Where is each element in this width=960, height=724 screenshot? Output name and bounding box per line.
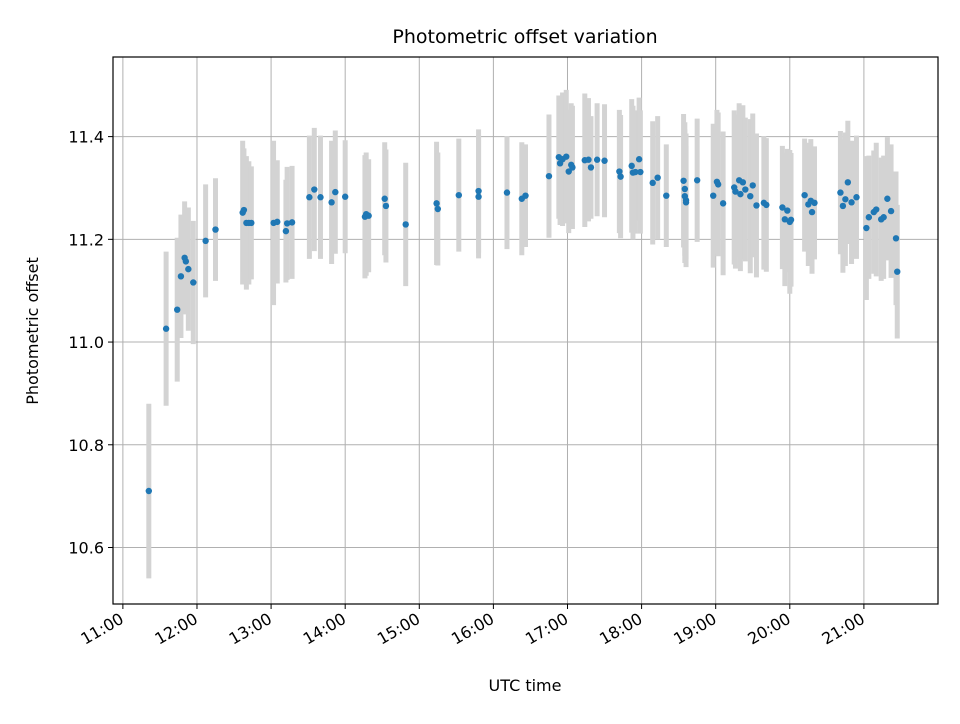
data-point [714,181,722,188]
data-point [545,172,553,180]
data-point [569,164,576,171]
data-point [654,174,661,181]
data-point [402,221,409,228]
data-point [710,192,717,199]
data-point [282,227,290,235]
data-point [341,193,349,200]
data-point [202,237,209,245]
data-point [779,204,786,211]
data-point [749,182,756,189]
data-point [719,200,727,207]
data-point [781,216,789,223]
data-point [563,153,570,160]
data-point [787,216,795,224]
data-point [680,177,687,184]
y-tick-label: 11.4 [68,128,104,147]
data-point [522,192,529,199]
data-point [801,191,808,199]
data-point [174,306,181,313]
data-point [753,202,760,209]
x-axis-label: UTC time [489,676,562,695]
data-point [811,199,818,207]
y-axis-ticks: 10.6 10.8 11.0 11.2 11.4 [68,128,113,558]
data-point [737,190,744,198]
chart-title: Photometric offset variation [392,26,657,48]
data-point [742,186,749,193]
data-point [808,208,816,216]
data-point [434,205,442,213]
data-point [853,194,860,201]
data-point [637,168,644,176]
data-point [365,212,372,219]
data-point [182,258,190,265]
plot-frame [112,56,939,605]
data-point [739,179,747,186]
y-tick-label: 10.6 [68,539,104,558]
data-point [283,220,291,227]
data-point [328,199,335,206]
data-point [585,156,592,163]
data-point [839,202,847,210]
data-point [162,325,170,332]
data-point [628,162,635,170]
data-point [306,194,313,201]
data-point [880,214,887,221]
data-point [663,192,670,199]
data-point [844,179,852,186]
data-point [681,185,689,193]
data-point [177,273,185,280]
data-point [873,206,880,213]
data-point [185,265,192,273]
data-point [616,168,623,175]
data-point [433,200,440,207]
data-point [593,156,601,163]
data-point [635,156,643,163]
data-point [892,235,900,242]
data-point [763,201,770,209]
data-point [617,173,624,180]
y-tick-label: 11.2 [68,230,104,249]
data-point [842,196,849,203]
y-tick-label: 10.8 [68,436,104,455]
y-axis-label: Photometric offset [23,257,42,405]
data-point [382,202,390,210]
data-point [732,188,739,195]
data-point [848,199,855,206]
data-point [248,219,255,227]
data-point [332,188,339,196]
data-point [837,189,844,196]
data-point [145,487,153,495]
data-point [632,168,639,176]
data-point [894,268,901,275]
data-point [317,194,324,201]
data-point [212,226,219,233]
data-point [601,157,608,164]
data-point [455,191,463,199]
data-point [311,186,318,193]
data-point [884,195,891,202]
data-point [682,199,690,206]
data-point [693,177,701,184]
data-point [288,219,296,226]
data-point [240,206,248,214]
data-point [503,189,511,196]
data-point [475,187,482,195]
data-point [565,168,572,175]
data-point [190,279,197,286]
data-point [475,193,482,200]
y-tick-label: 11.0 [68,333,104,352]
data-point [747,192,754,200]
data-point [784,207,791,214]
data-points [145,153,901,495]
data-point [887,207,895,215]
data-point [649,179,656,187]
data-point [274,218,281,226]
data-point [863,224,870,232]
data-point [587,164,595,171]
data-point [381,195,388,202]
data-point [865,214,873,221]
